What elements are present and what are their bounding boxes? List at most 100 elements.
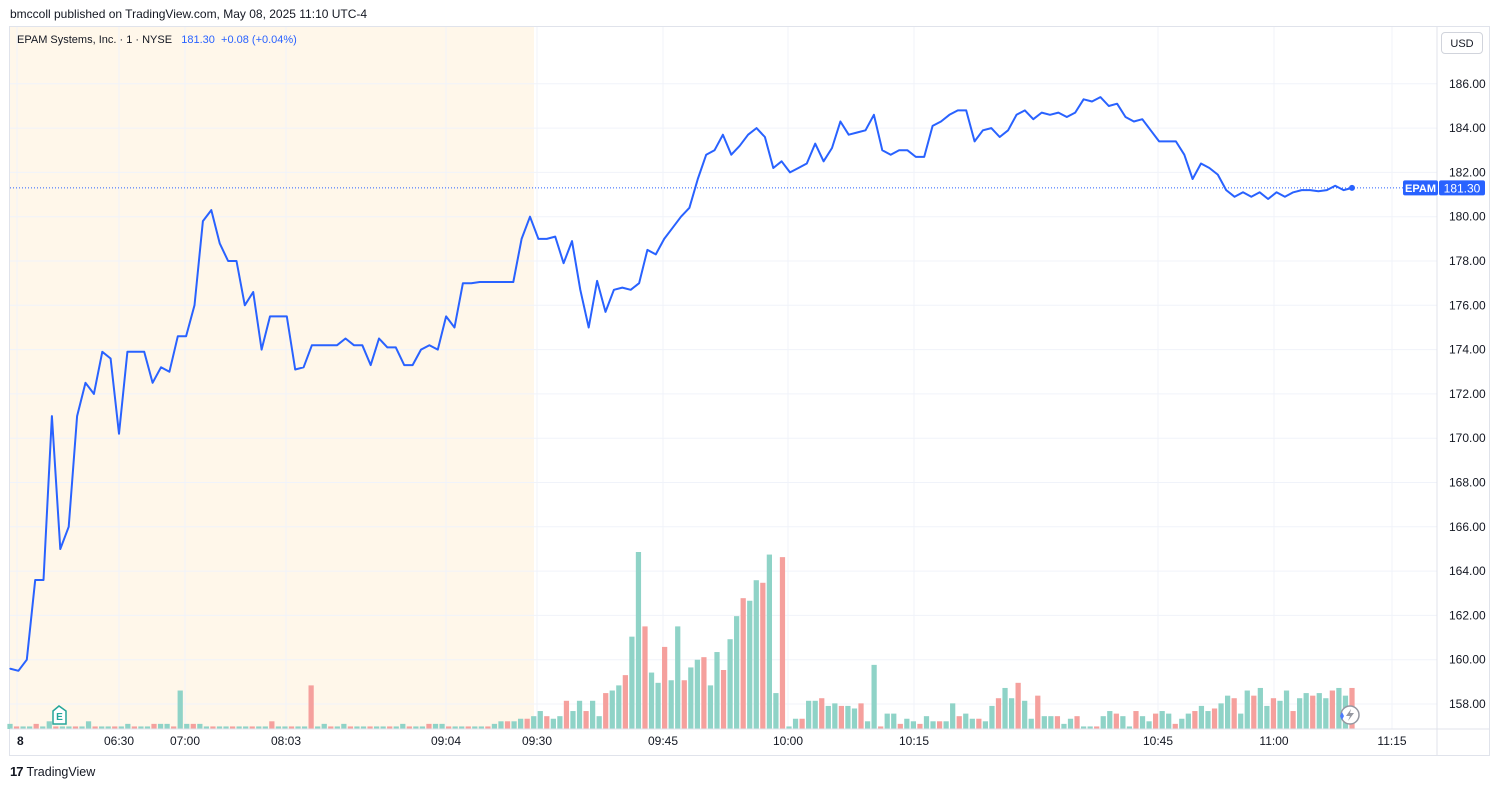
volume-bar: [635, 552, 642, 729]
volume-bar: [406, 726, 412, 729]
volume-bar: [85, 721, 92, 729]
volume-bar: [223, 726, 229, 729]
volume-bar: [976, 718, 982, 729]
price-tag: EPAM 181.30: [1403, 180, 1485, 196]
volume-bar: [1205, 711, 1211, 729]
price-point: [101, 351, 103, 353]
volume-bar: [262, 726, 268, 729]
volume-bar: [1120, 716, 1126, 729]
price-point: [1066, 116, 1068, 118]
volume-bar: [806, 700, 812, 729]
price-point: [688, 207, 691, 209]
tradingview-brand[interactable]: 17 TradingView: [10, 764, 95, 779]
volume-bar: [1015, 682, 1021, 729]
volume-bar: [734, 616, 740, 729]
volume-bar: [66, 726, 72, 729]
volume-bar: [1185, 713, 1191, 729]
volume-bar: [524, 718, 530, 729]
price-point: [571, 240, 573, 242]
volume-bar: [884, 713, 890, 729]
price-point: [1032, 118, 1034, 120]
volume-bar: [1297, 698, 1303, 729]
price-point: [344, 337, 347, 340]
price-point: [1317, 190, 1319, 192]
time-tick-label: 10:00: [773, 734, 803, 748]
volume-bar: [315, 726, 321, 729]
volume-bar: [445, 726, 452, 729]
volume-bar: [792, 718, 799, 729]
price-point: [655, 253, 657, 255]
volume-bar: [596, 716, 602, 729]
price-point: [923, 156, 925, 158]
price-point: [999, 136, 1001, 138]
volume-bar: [53, 726, 59, 729]
volume-bar: [360, 726, 367, 729]
legend-change: +0.08 (+0.04%): [221, 34, 297, 46]
price-point: [453, 326, 456, 329]
volume-bar: [1257, 687, 1263, 729]
price-point: [1091, 100, 1093, 103]
volume-bar: [668, 680, 674, 729]
volume-bar: [1061, 723, 1067, 729]
time-tick-label: 06:30: [104, 734, 134, 748]
price-point: [34, 579, 36, 581]
price-point: [596, 280, 598, 282]
publisher-line: bmccoll published on TradingView.com, Ma…: [10, 7, 368, 21]
price-tick-label: 170.00: [1449, 431, 1486, 445]
price-point: [479, 281, 481, 283]
volume-bar: [766, 554, 772, 729]
price-point: [504, 281, 506, 283]
time-tick-label: 10:45: [1143, 734, 1173, 748]
price-point: [982, 129, 984, 131]
price-point: [1326, 189, 1328, 191]
volume-bar: [1080, 726, 1087, 729]
price-point: [1267, 198, 1269, 200]
volume-bar: [989, 705, 995, 729]
price-point: [898, 149, 900, 151]
volume-bar: [236, 726, 242, 729]
volume-bar: [773, 693, 779, 729]
price-point: [957, 109, 959, 111]
volume-bar: [629, 636, 635, 729]
price-point: [1007, 129, 1009, 131]
price-point: [940, 120, 942, 123]
volume-bar: [936, 721, 943, 729]
volume-bar: [301, 726, 308, 729]
time-axis-ticks[interactable]: 8 06:30 07:00 08:03 09:04 09:30 09:45 10:00 10:1…: [17, 734, 1407, 748]
volume-bar: [858, 703, 864, 729]
price-point: [319, 344, 321, 346]
price-point: [848, 134, 850, 136]
price-point: [965, 109, 967, 111]
volume-bar: [59, 726, 65, 729]
price-point: [932, 125, 934, 127]
volume-bar: [1310, 695, 1316, 729]
time-tick-label: 07:00: [170, 734, 200, 748]
volume-bar: [576, 700, 583, 729]
price-point: [814, 143, 816, 145]
volume-bar: [956, 716, 962, 729]
price-point: [915, 156, 917, 158]
price-tick-label: 176.00: [1449, 298, 1486, 312]
volume-bar: [1166, 713, 1172, 729]
volume-bar: [714, 652, 720, 729]
price-point: [890, 154, 892, 156]
price-tick-label: 180.00: [1449, 210, 1486, 224]
legend-symbol[interactable]: EPAM Systems, Inc. · 1 · NYSE: [17, 34, 173, 46]
volume-bar: [662, 646, 668, 729]
price-point: [84, 382, 87, 384]
price-point: [361, 344, 363, 346]
price-point: [1250, 196, 1252, 198]
price-point: [1057, 112, 1059, 114]
price-point: [1284, 196, 1286, 198]
volume-bar: [151, 723, 157, 729]
lightning-icon[interactable]: [1340, 705, 1360, 725]
volume-bar: [426, 723, 432, 729]
volume-bar: [1107, 711, 1113, 729]
currency-button[interactable]: USD: [1441, 32, 1483, 54]
earnings-marker[interactable]: E: [52, 705, 67, 725]
price-axis-ticks[interactable]: 158.00 160.00 162.00 164.00 166.00 168.00 170.…: [1449, 77, 1486, 711]
volume-bar: [930, 721, 936, 729]
price-point: [1234, 196, 1236, 198]
price-point: [839, 120, 842, 123]
